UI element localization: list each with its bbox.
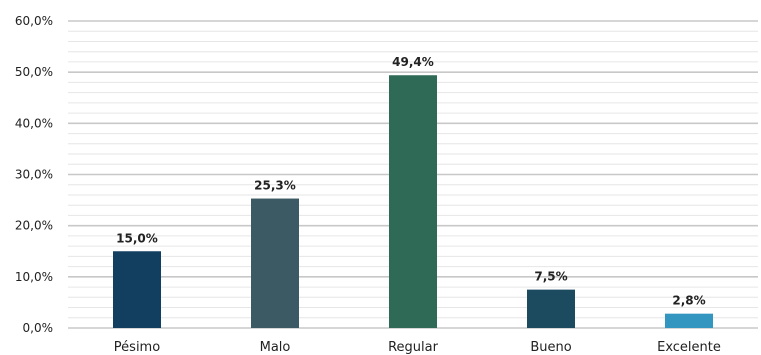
y-axis-ticks: 0,0% 10,0% 20,0% 30,0% 40,0% 50,0% 60,0% — [15, 14, 53, 335]
data-label: 15,0% — [116, 231, 158, 245]
x-tick-label: Regular — [388, 340, 439, 355]
bar — [113, 251, 161, 328]
x-tick-label: Malo — [260, 340, 291, 355]
bar — [251, 198, 299, 328]
bars — [113, 75, 713, 328]
x-tick-label: Excelente — [657, 340, 721, 355]
data-label: 25,3% — [254, 179, 296, 193]
y-tick-label: 60,0% — [15, 14, 53, 28]
bar — [389, 75, 437, 328]
x-tick-label: Pésimo — [114, 340, 160, 355]
bar — [527, 289, 575, 328]
data-label: 49,4% — [392, 55, 434, 69]
category-labels: Pésimo Malo Regular Bueno Excelente — [114, 340, 721, 355]
y-tick-label: 40,0% — [15, 116, 53, 130]
y-tick-label: 0,0% — [23, 321, 54, 335]
y-tick-label: 20,0% — [15, 219, 53, 233]
data-label: 7,5% — [534, 270, 567, 284]
y-tick-label: 30,0% — [15, 168, 53, 182]
y-tick-label: 10,0% — [15, 270, 53, 284]
data-labels: 15,0% 25,3% 49,4% 7,5% 2,8% — [116, 55, 705, 307]
x-tick-label: Bueno — [530, 340, 571, 355]
bar — [665, 313, 713, 328]
data-label: 2,8% — [672, 294, 705, 308]
y-tick-label: 50,0% — [15, 65, 53, 79]
